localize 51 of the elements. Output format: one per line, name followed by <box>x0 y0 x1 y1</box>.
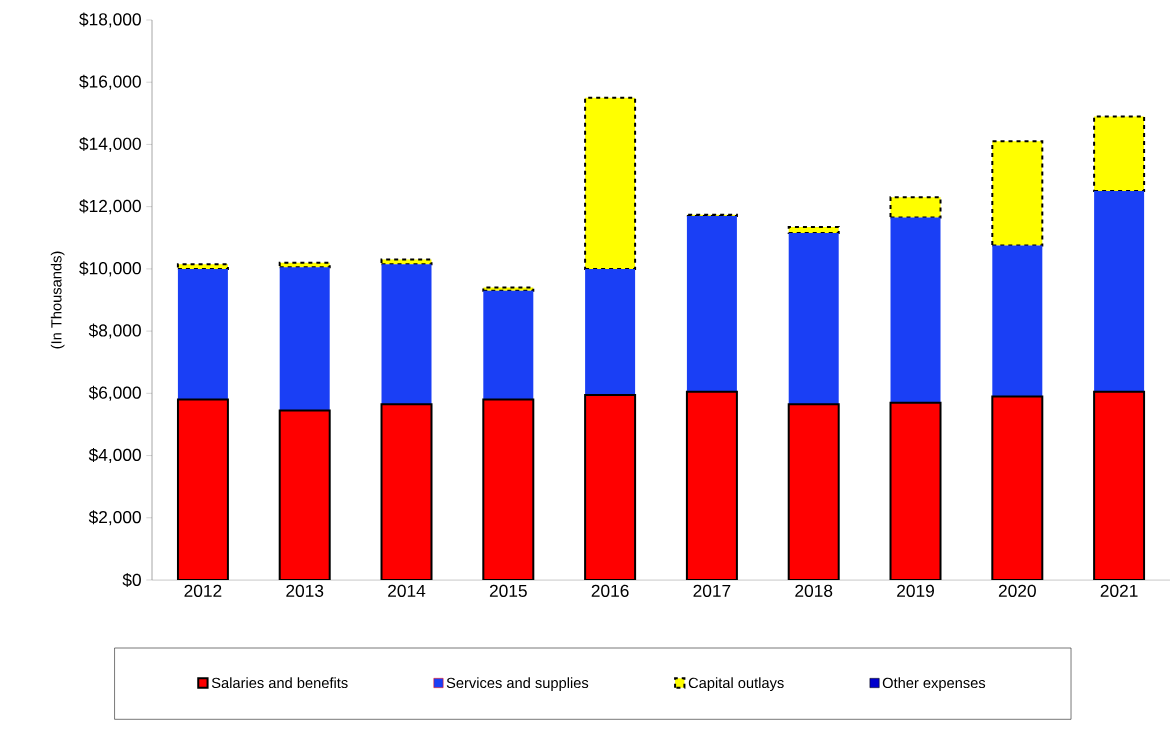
bar <box>381 264 432 405</box>
legend-label: Capital outlays <box>688 677 784 692</box>
bar <box>1093 390 1146 580</box>
bar <box>176 263 229 270</box>
legend-label: Other expenses <box>882 677 986 692</box>
x-tick-label: 2013 <box>286 584 324 597</box>
bar <box>991 140 1044 247</box>
bar <box>685 390 738 580</box>
bar <box>176 398 229 580</box>
y-axis-title: (In Thousands) <box>50 251 65 349</box>
x-tick-label: 2021 <box>1100 584 1138 597</box>
bar <box>889 196 942 219</box>
x-tick-label: 2016 <box>591 584 629 597</box>
bar <box>483 290 534 400</box>
x-tick-label: 2019 <box>897 584 934 597</box>
bar <box>787 403 840 580</box>
x-tick-label: 2017 <box>693 584 731 597</box>
y-tick-label: $4,000 <box>88 448 141 464</box>
bar <box>177 268 228 400</box>
y-tick-label: $2,000 <box>88 510 141 526</box>
y-tick-label: $12,000 <box>79 199 141 215</box>
y-tick-label: $14,000 <box>79 136 141 152</box>
bar <box>992 245 1043 397</box>
x-tick-label: 2012 <box>184 584 222 597</box>
bar <box>787 225 840 235</box>
bar <box>279 267 330 411</box>
bar <box>991 395 1044 580</box>
bar <box>1094 191 1145 392</box>
bar <box>585 268 636 395</box>
bar <box>482 398 535 580</box>
x-tick-label: 2015 <box>489 584 527 597</box>
y-tick-label: $18,000 <box>79 12 141 28</box>
x-tick-label: 2014 <box>388 584 426 597</box>
y-tick-label: $16,000 <box>79 74 141 90</box>
bar <box>380 403 433 580</box>
bar <box>1093 115 1146 193</box>
bar <box>788 233 839 405</box>
y-tick-label: $0 <box>122 572 141 587</box>
bar <box>686 215 737 392</box>
y-tick-label: $10,000 <box>79 261 141 277</box>
legend-label: Salaries and benefits <box>211 677 348 689</box>
bar <box>584 393 637 580</box>
bar <box>889 401 942 580</box>
bar <box>890 217 941 403</box>
y-tick-label: $6,000 <box>88 385 141 401</box>
x-tick-label: 2020 <box>998 584 1036 597</box>
legend-label: Services and supplies <box>446 677 589 692</box>
bar <box>278 409 331 580</box>
x-tick-label: 2018 <box>795 584 833 597</box>
bar <box>584 96 637 270</box>
y-tick-label: $8,000 <box>88 323 141 339</box>
